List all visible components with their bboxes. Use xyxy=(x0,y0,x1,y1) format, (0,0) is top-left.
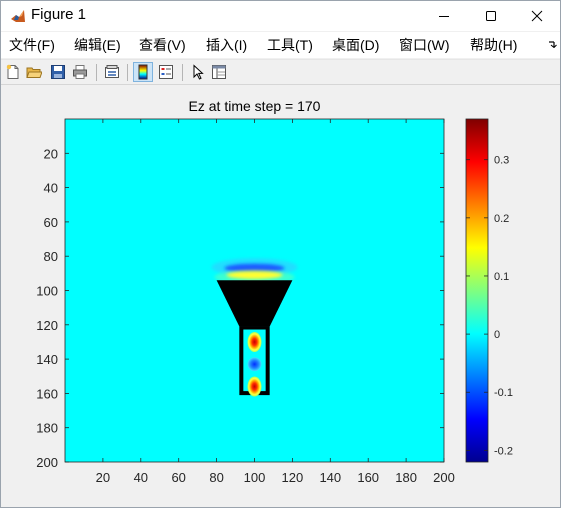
title-bar: Figure 1 xyxy=(1,1,560,31)
maximize-icon xyxy=(486,11,496,21)
toolbar-separator xyxy=(127,64,128,81)
new-figure-button[interactable] xyxy=(3,62,23,82)
x-axis: 20 40 60 80 100 120 140 160 180 200 xyxy=(96,119,455,485)
open-file-button[interactable] xyxy=(24,62,44,82)
edit-plot-arrow-icon xyxy=(193,64,204,80)
menu-edit[interactable]: 编辑(E) xyxy=(74,37,121,53)
heatmap-plot: Ez at time step = 170 20 40 60 80 100 120 140 1… xyxy=(36,98,513,485)
new-figure-icon xyxy=(6,64,19,79)
menu-file[interactable]: 文件(F) xyxy=(9,37,55,53)
menu-view[interactable]: 查看(V) xyxy=(139,37,186,53)
save-button[interactable] xyxy=(48,62,68,82)
x-tick-label: 200 xyxy=(433,470,455,485)
x-tick-label: 140 xyxy=(319,470,341,485)
y-tick-label: 100 xyxy=(36,284,58,299)
x-tick-label: 80 xyxy=(209,470,223,485)
colorbar-tick-label: 0.1 xyxy=(494,271,509,283)
colorbar-tick-label: 0.2 xyxy=(494,213,509,225)
figure-canvas: Ez at time step = 170 20 40 60 80 100 120 140 1… xyxy=(1,86,560,507)
toolbar-separator xyxy=(96,64,97,81)
radiated-wave-arc xyxy=(224,263,285,273)
y-tick-label: 40 xyxy=(44,181,58,196)
chevron-overflow-icon[interactable] xyxy=(547,38,557,48)
property-inspector-button[interactable] xyxy=(209,62,229,82)
edit-plot-button[interactable] xyxy=(188,62,208,82)
radiated-wave-arc xyxy=(226,271,283,280)
y-axis: 20 40 60 80 100 120 140 160 180 200 xyxy=(36,146,444,470)
y-tick-label: 20 xyxy=(44,146,58,161)
field-lobe-positive xyxy=(247,376,262,397)
matlab-logo-icon xyxy=(10,8,26,24)
insert-colorbar-button[interactable] xyxy=(133,62,153,82)
y-tick-label: 200 xyxy=(36,455,58,470)
y-tick-label: 80 xyxy=(44,249,58,264)
colorbar-frame xyxy=(465,118,489,463)
minimize-button[interactable] xyxy=(421,1,467,31)
x-tick-label: 120 xyxy=(282,470,304,485)
menu-window[interactable]: 窗口(W) xyxy=(399,37,450,53)
x-tick-label: 180 xyxy=(395,470,417,485)
link-plot-icon xyxy=(105,65,119,78)
insert-legend-button[interactable] xyxy=(156,62,176,82)
save-icon xyxy=(51,65,65,79)
field-lobe-positive xyxy=(247,331,262,352)
y-tick-label: 120 xyxy=(36,318,58,333)
menu-help[interactable]: 帮助(H) xyxy=(470,37,518,53)
y-tick-label: 160 xyxy=(36,386,58,401)
link-plot-button[interactable] xyxy=(102,62,122,82)
field-lobe-negative xyxy=(247,357,262,372)
y-tick-label: 60 xyxy=(44,215,58,230)
y-tick-label: 180 xyxy=(36,421,58,436)
menu-insert[interactable]: 插入(I) xyxy=(206,37,248,53)
property-inspector-icon xyxy=(212,65,226,79)
colorbar-tick-label: -0.2 xyxy=(494,445,513,457)
minimize-icon xyxy=(439,16,449,17)
menu-bar: 文件(F) 编辑(E) 查看(V) 插入(I) 工具(T) 桌面(D) 窗口(W… xyxy=(1,32,560,58)
open-file-icon xyxy=(26,67,42,78)
close-button[interactable] xyxy=(514,1,560,31)
colorbar xyxy=(466,119,488,462)
x-tick-label: 60 xyxy=(171,470,185,485)
maximize-button[interactable] xyxy=(468,1,514,31)
colorbar-tick-label: 0 xyxy=(494,329,500,341)
chart-title: Ez at time step = 170 xyxy=(189,98,321,114)
menu-tools[interactable]: 工具(T) xyxy=(267,37,313,53)
colorbar-tick-label: 0.3 xyxy=(494,155,509,167)
print-icon xyxy=(73,65,87,79)
x-tick-label: 100 xyxy=(244,470,266,485)
x-tick-label: 40 xyxy=(134,470,148,485)
horn-antenna xyxy=(216,280,293,327)
insert-colorbar-icon xyxy=(138,64,148,80)
colorbar-tick-label: -0.1 xyxy=(494,387,513,399)
y-tick-label: 140 xyxy=(36,352,58,367)
insert-legend-icon xyxy=(159,65,173,79)
toolbar-separator xyxy=(182,64,183,81)
close-icon xyxy=(531,10,543,22)
menu-desktop[interactable]: 桌面(D) xyxy=(332,37,380,53)
x-tick-label: 20 xyxy=(96,470,110,485)
window-title: Figure 1 xyxy=(31,6,87,23)
colorbar-axis: 0.3 0.2 0.1 0 -0.1 -0.2 xyxy=(466,155,513,457)
x-tick-label: 160 xyxy=(357,470,379,485)
print-button[interactable] xyxy=(70,62,90,82)
toolbar xyxy=(1,59,560,85)
field-features xyxy=(211,258,298,397)
